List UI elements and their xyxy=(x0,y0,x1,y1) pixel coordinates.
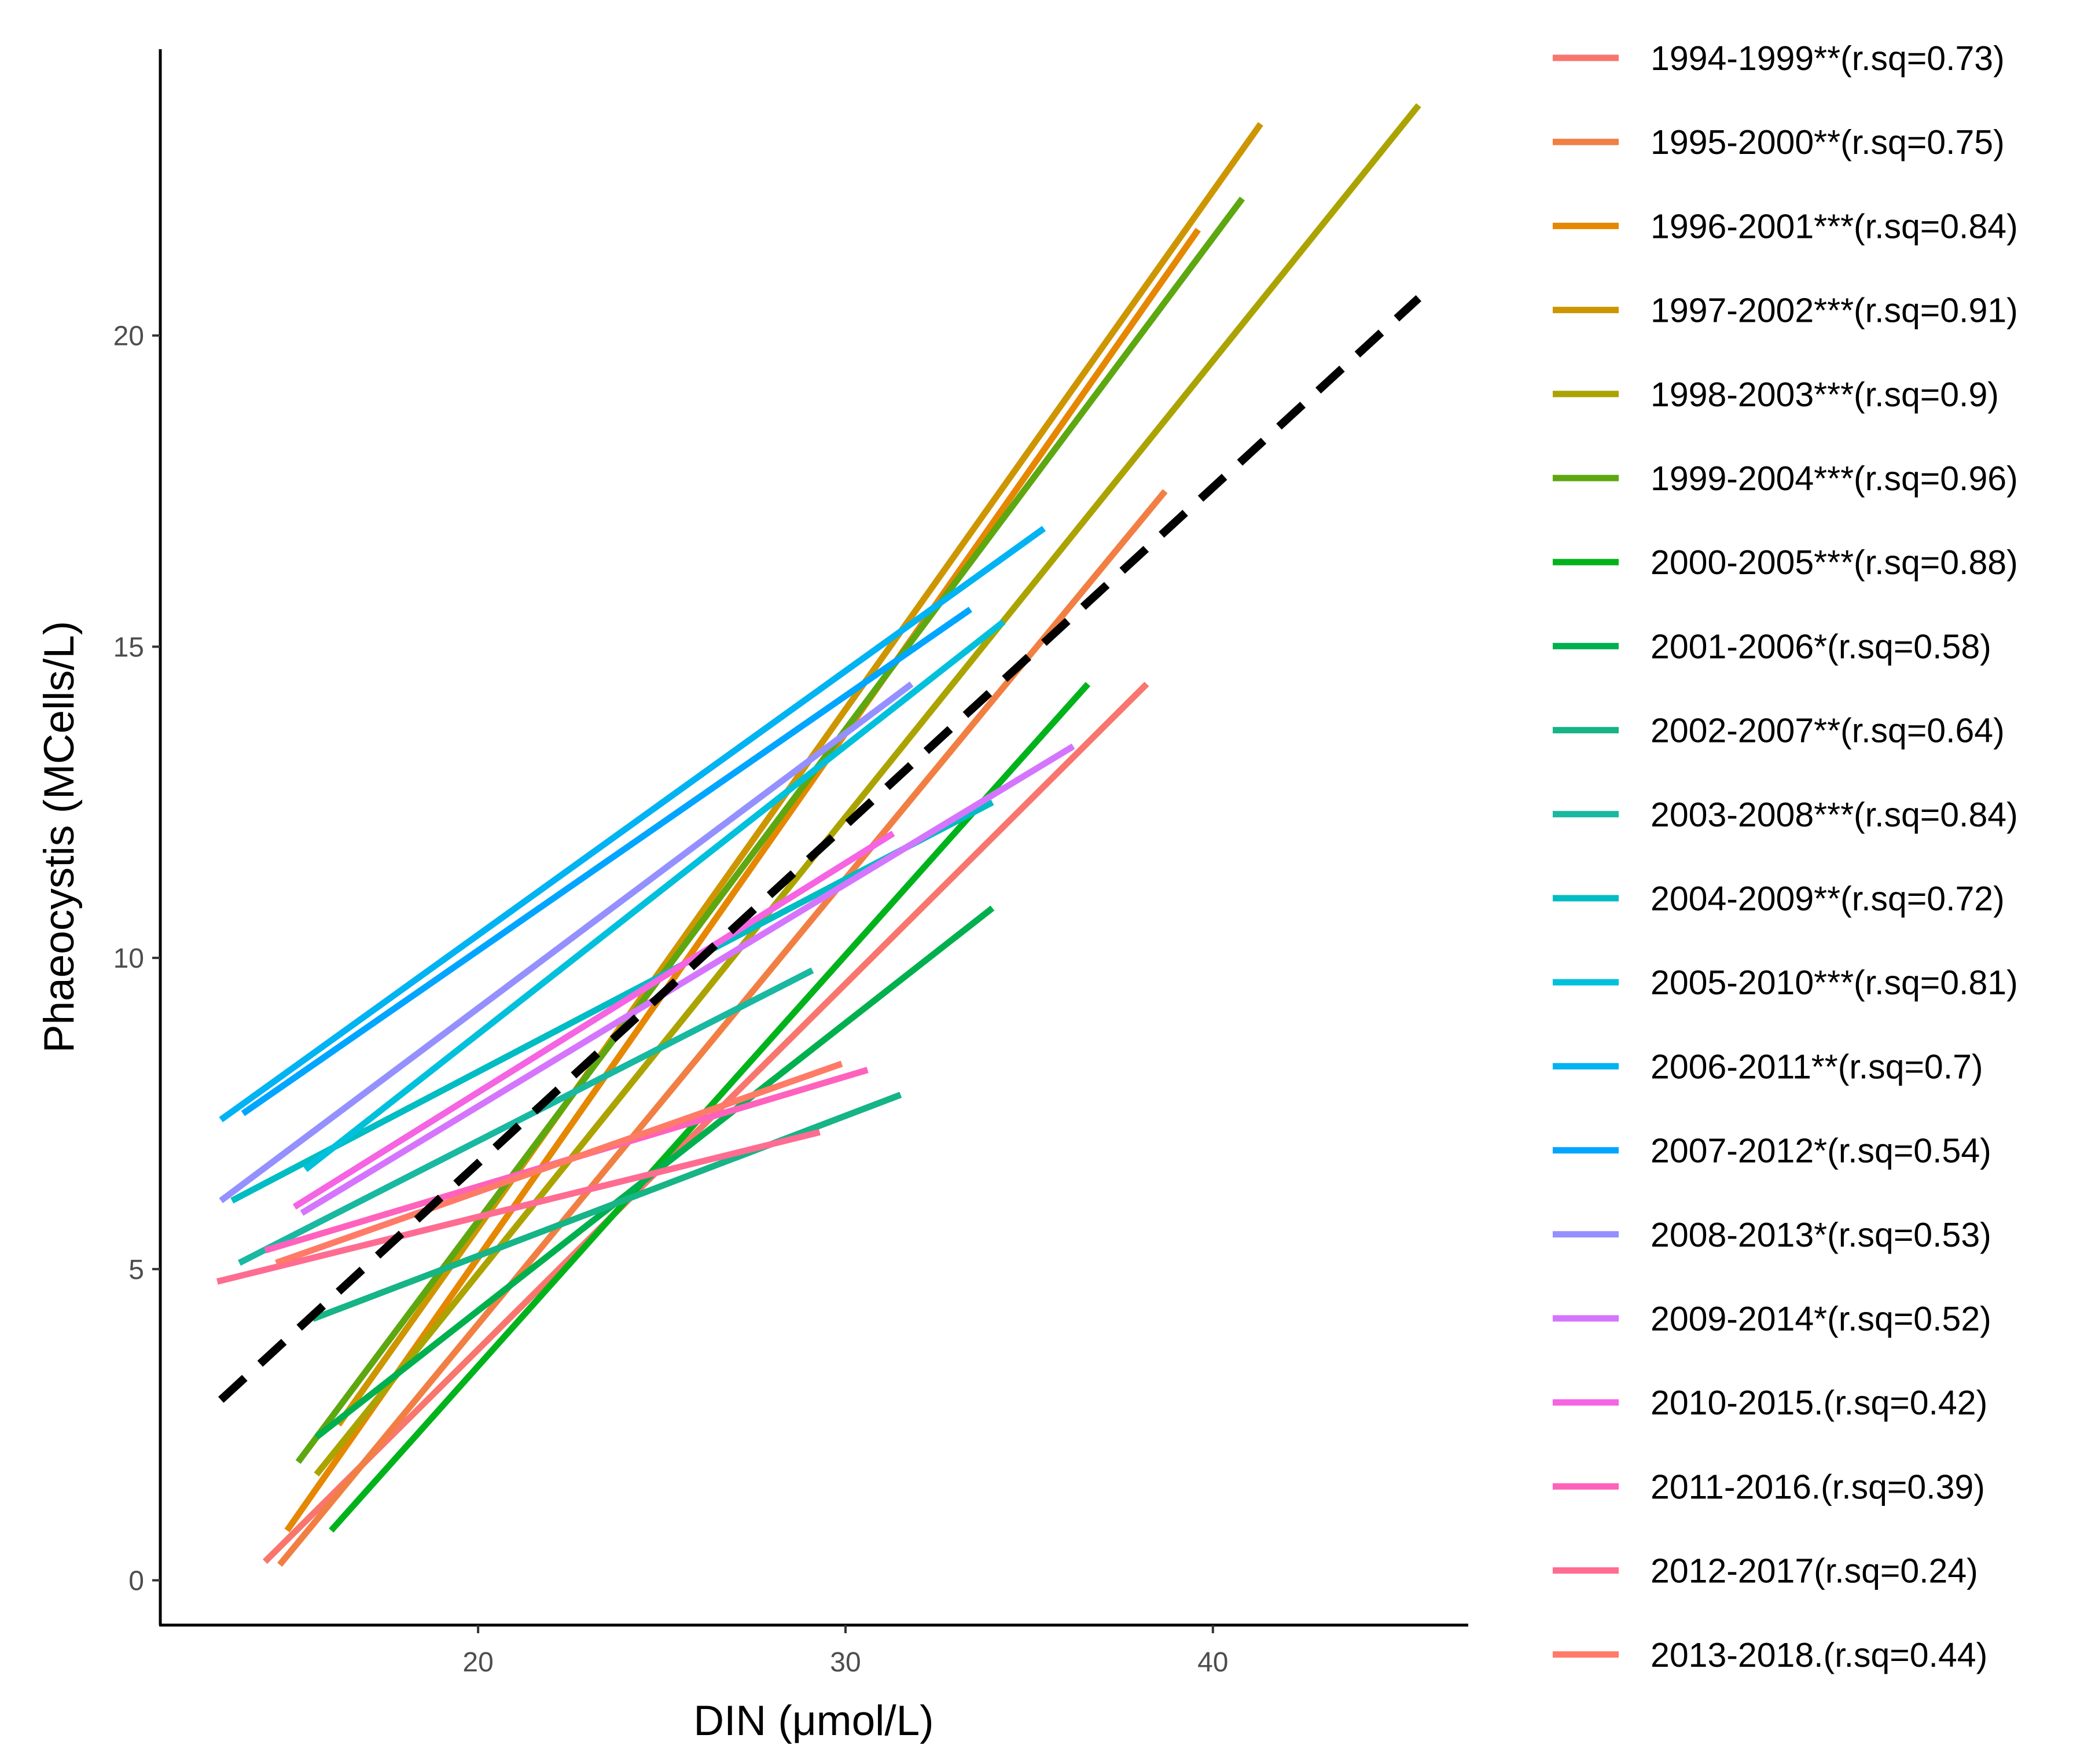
series-line-14 xyxy=(241,607,972,1116)
series-line-20 xyxy=(275,1060,843,1266)
legend-label: 2009-2014*(r.sq=0.52) xyxy=(1651,1300,1991,1338)
axis-ticks: 20 30 40 0 5 10 15 20 xyxy=(113,321,1229,1678)
series-line-4 xyxy=(336,122,1263,1427)
series-line-13 xyxy=(219,525,1046,1123)
y-tick-label: 5 xyxy=(128,1255,144,1285)
y-tick-label: 0 xyxy=(128,1566,144,1597)
legend-label: 1997-2002***(r.sq=0.91) xyxy=(1651,292,2018,330)
legend-label: 2010-2015.(r.sq=0.42) xyxy=(1651,1384,1987,1422)
x-tick-label: 20 xyxy=(462,1647,493,1678)
legend-label: 2005-2010***(r.sq=0.81) xyxy=(1651,964,2018,1002)
legend-label: 2011-2016.(r.sq=0.39) xyxy=(1651,1468,1985,1506)
legend-label: 2006-2011**(r.sq=0.7) xyxy=(1651,1048,1983,1086)
x-tick-label: 30 xyxy=(830,1647,861,1678)
legend-label: 1998-2003***(r.sq=0.9) xyxy=(1651,376,1999,414)
legend-label: 2000-2005***(r.sq=0.88) xyxy=(1651,543,2018,582)
legend-label: 2007-2012*(r.sq=0.54) xyxy=(1651,1132,1991,1170)
legend-label: 1999-2004***(r.sq=0.96) xyxy=(1651,460,2018,498)
plot-area xyxy=(216,103,1422,1567)
series-line-3 xyxy=(284,227,1201,1533)
y-tick-label: 15 xyxy=(113,632,144,663)
series-line-10 xyxy=(237,967,814,1266)
x-tick-label: 40 xyxy=(1197,1647,1228,1678)
legend-label: 2002-2007**(r.sq=0.64) xyxy=(1651,712,2005,750)
overall-fit-line xyxy=(218,295,1422,1403)
series-line-1 xyxy=(263,682,1149,1564)
series-line-17 xyxy=(292,830,895,1210)
legend-label: 1994-1999**(r.sq=0.73) xyxy=(1651,39,2005,78)
legend: 1994-1999**(r.sq=0.73) 1995-2000**(r.sq=0… xyxy=(1553,39,2018,1674)
series-line-5 xyxy=(314,103,1421,1477)
x-axis-title: DIN (μmol/L) xyxy=(693,1697,933,1744)
legend-label: 2001-2006*(r.sq=0.58) xyxy=(1651,627,1991,666)
series-line-15 xyxy=(219,681,914,1204)
legend-label: 1995-2000**(r.sq=0.75) xyxy=(1651,123,2005,161)
y-tick-label: 20 xyxy=(113,321,144,352)
legend-label: 2013-2018.(r.sq=0.44) xyxy=(1651,1636,1987,1674)
series-line-9 xyxy=(311,1092,902,1322)
series-line-6 xyxy=(295,196,1245,1464)
y-axis-title: Phaeocystis (MCells/L) xyxy=(36,621,83,1053)
series-line-16 xyxy=(300,743,1075,1216)
legend-label: 2012-2017(r.sq=0.24) xyxy=(1651,1552,1978,1590)
legend-label: 2004-2009**(r.sq=0.72) xyxy=(1651,880,2005,918)
legend-label: 2003-2008***(r.sq=0.84) xyxy=(1651,796,2018,834)
series-line-19 xyxy=(216,1129,821,1285)
series-line-2 xyxy=(277,489,1168,1567)
legend-label: 2008-2013*(r.sq=0.53) xyxy=(1651,1216,1991,1254)
y-tick-label: 10 xyxy=(113,943,144,974)
series-line-12 xyxy=(303,619,1006,1173)
legend-label: 1996-2001***(r.sq=0.84) xyxy=(1651,207,2018,245)
